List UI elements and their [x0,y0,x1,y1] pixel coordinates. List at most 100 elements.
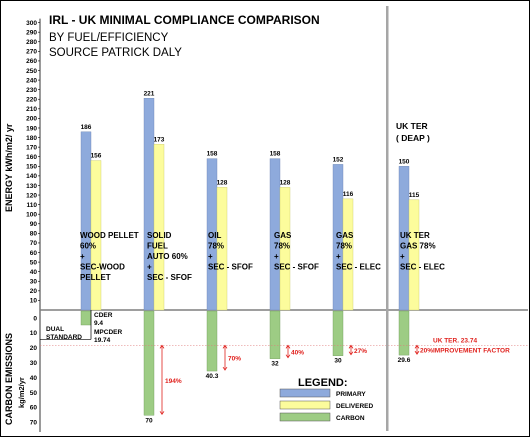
energy-tick-label: 110 [27,202,38,209]
energy-tick-label: 120 [26,192,37,199]
carbon-bar [269,310,281,359]
energy-tick-label: 300 [26,20,37,27]
uk-ter-annotation: UK TER. 23.74 [433,337,477,344]
carbon-tick-label: 20 [30,345,38,352]
group-label-line: WOOD PELLET [80,231,139,240]
group-label-line: + [400,252,405,261]
carbon-tick-label: 0 [33,315,37,322]
group-label-line: + [147,263,152,272]
delivered-value-label: 115 [409,192,420,199]
energy-tick-label: 160 [26,154,37,161]
energy-tick-label: 220 [26,97,37,104]
group-label-line: + [80,252,85,261]
uk-ter-heading-2: ( DEAP ) [396,133,430,143]
group-label-line: SEC - SFOF [208,263,253,272]
improvement-arrowhead [159,344,165,349]
carbon-tick-label: 70 [30,420,38,427]
delivered-bar [279,187,291,311]
chart-subtitle-2: SOURCE PATRICK DALY [49,47,182,59]
carbon-value-label: 29.6 [398,357,411,364]
improvement-arrowhead [285,354,291,359]
improvement-arrowhead [348,344,354,349]
carbon-bar [398,310,410,356]
primary-value-label: 186 [81,124,92,131]
primary-value-label: 158 [270,151,281,158]
energy-tick-label: 190 [26,125,37,132]
delivered-value-label: 128 [280,179,291,186]
legend-swatch-primary [279,388,331,398]
carbon-value-label: 30 [334,358,342,365]
legend-swatch-carbon [279,412,331,422]
improvement-factor-label: IMPROVEMENT FACTOR [433,347,510,354]
improvement-arrowhead [285,344,291,349]
mpcder-label: MPCDER [94,329,122,336]
group-label-line: SEC - SFOF [147,273,192,282]
delivered-value-label: 116 [343,191,354,198]
improvement-percent: 27% [354,348,367,355]
improvement-percent: 194% [165,378,182,385]
group-label-line: FUEL [147,242,168,251]
energy-tick-label: 270 [26,49,37,56]
group-label-line: 78% [208,242,224,251]
carbon-tick-label: 60 [30,405,38,412]
energy-tick-label: 10 [30,298,38,305]
carbon-tick-label: 50 [30,390,38,397]
energy-tick-label: 80 [30,231,38,238]
group-label-line: GAS 78% [400,242,436,251]
carbon-axis-label: CARBON EMISSIONS [4,333,14,425]
legend-label-primary: PRIMARY [336,391,366,398]
delivered-bar [342,198,354,311]
energy-tick-label: 20 [30,288,38,295]
group-label-line: + [336,252,341,261]
legend-label-carbon: CARBON [336,415,365,422]
group-label-line: OIL [208,231,221,240]
delivered-bar [153,144,165,311]
energy-tick-label: 280 [26,39,37,46]
cder-label: CDER [94,312,113,319]
improvement-percent: 20% [420,348,433,355]
delivered-value-label: 173 [154,136,165,143]
group-label-line: 78% [336,242,352,251]
group-label-line: SEC-WOOD [80,263,125,272]
carbon-value-label: 40.3 [206,373,219,380]
group-label-line: PELLET [80,273,111,282]
energy-tick-label: 210 [26,106,37,113]
legend-label-delivered: DELIVERED [336,403,374,410]
energy-tick-label: 50 [30,259,38,266]
dual-standard-label-2: STANDARD [46,334,82,341]
energy-tick-label: 150 [26,164,37,171]
chart-title: IRL - UK MINIMAL COMPLIANCE COMPARISON [49,13,320,27]
uk-ter-divider [386,6,389,431]
improvement-arrowhead [414,350,420,355]
delivered-bar [408,199,420,311]
energy-tick-label: 180 [26,135,37,142]
carbon-tick-label: 30 [30,360,38,367]
improvement-arrowhead [222,366,228,371]
group-label-line: + [274,252,279,261]
carbon-bar [206,310,218,372]
uk-ter-heading-1: UK TER [396,121,428,131]
energy-tick-label: 290 [26,29,37,36]
legend-swatch-delivered [279,400,331,410]
mpcder-value: 19.74 [94,337,111,344]
energy-tick-label: 170 [26,144,37,151]
group-label-line: GAS [336,231,354,240]
carbon-bar [143,310,155,416]
delivered-bar [216,187,228,311]
cder-value: 9.4 [94,320,103,327]
primary-value-label: 221 [144,90,155,97]
legend: LEGEND: PRIMARY DELIVERED CARBON [279,377,374,422]
group-label-line: 78% [274,242,290,251]
energy-tick-label: 250 [26,68,37,75]
energy-tick-label: 130 [26,183,37,190]
primary-value-label: 152 [333,156,344,163]
improvement-arrowhead [414,344,420,349]
improvement-percent: 40% [291,350,304,357]
group-label-line: GAS [274,231,292,240]
group-label-line: SEC - ELEC [336,263,381,272]
energy-tick-label: 90 [30,221,38,228]
carbon-value-label: 32 [271,361,279,368]
delivered-bar [90,160,102,311]
